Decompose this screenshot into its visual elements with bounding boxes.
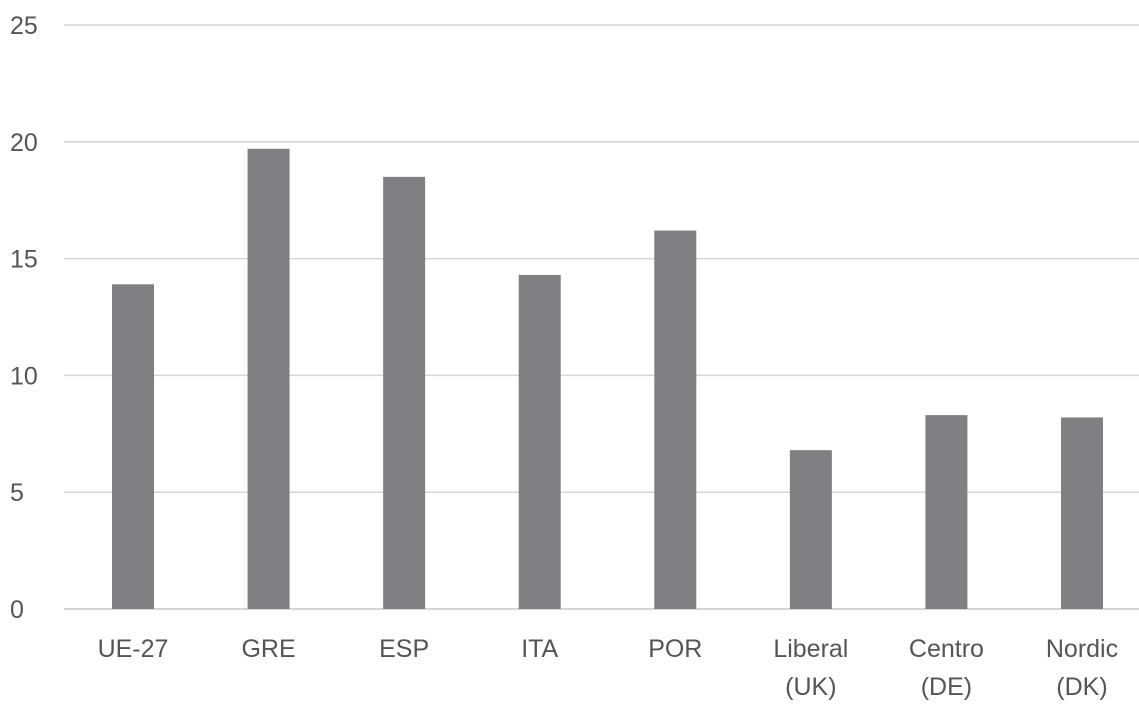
- y-tick-label: 5: [10, 479, 24, 507]
- x-category-label: Centro: [909, 635, 984, 663]
- x-category-label: GRE: [241, 635, 295, 663]
- x-category-label: Nordic: [1046, 635, 1118, 663]
- y-tick-label: 20: [10, 129, 38, 157]
- bar: [789, 450, 832, 609]
- y-axis-ticks: 0 5 10 15 20 25: [10, 12, 38, 624]
- y-tick-label: 0: [10, 596, 24, 624]
- x-category-label: UE-27: [98, 635, 169, 663]
- x-category-label: ESP: [379, 635, 429, 663]
- y-tick-label: 10: [10, 362, 38, 390]
- bar: [654, 230, 697, 609]
- x-category-label: ITA: [521, 635, 558, 663]
- x-category-label: POR: [648, 635, 702, 663]
- bar: [247, 148, 290, 610]
- bar: [1061, 417, 1103, 609]
- bar: [518, 274, 561, 609]
- bars: [112, 148, 1103, 610]
- y-tick-label: 25: [10, 12, 38, 40]
- bar: [112, 284, 154, 609]
- bar: [383, 176, 426, 609]
- bar: [925, 415, 968, 609]
- x-axis-labels: UE-27 GRE ESP ITA POR Liberal (UK) Centro (DE) No…: [98, 635, 1119, 701]
- x-category-label: (UK): [785, 673, 836, 701]
- x-category-label: (DK): [1056, 673, 1107, 701]
- x-category-label: (DE): [921, 673, 972, 701]
- gridlines: [64, 24, 1139, 610]
- x-category-label: Liberal: [773, 635, 848, 663]
- y-tick-label: 15: [10, 246, 38, 274]
